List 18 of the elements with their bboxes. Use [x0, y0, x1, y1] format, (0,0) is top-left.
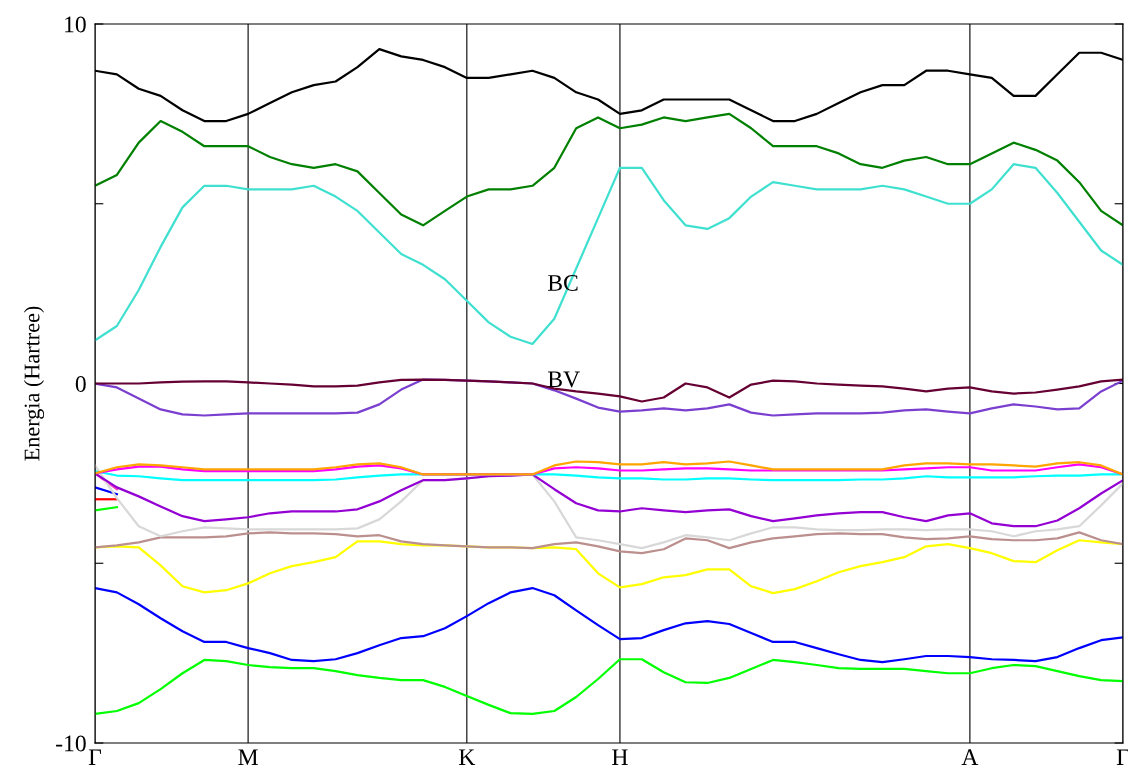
y-tick-label: 10: [65, 16, 86, 33]
line-series: [95, 163, 1123, 346]
y-tick-label: 0: [75, 375, 86, 392]
line-series: [95, 470, 1123, 482]
line-series: [95, 658, 1123, 715]
line-series: [95, 464, 1123, 550]
y-tick-label: -10: [56, 735, 86, 752]
x-tick-label: H: [612, 749, 628, 765]
line-series: [95, 112, 1123, 227]
line-series: [95, 472, 1123, 528]
y-axis-title: Energia (Hartree): [23, 306, 45, 461]
x-tick-label: A: [961, 749, 979, 765]
annotation: BV: [548, 371, 580, 388]
line-series: [95, 586, 1123, 664]
x-tick-label: K: [458, 749, 476, 765]
line-series: [95, 531, 1123, 555]
x-tick-label: M: [238, 749, 258, 765]
x-tick-label: Γ: [88, 749, 102, 765]
